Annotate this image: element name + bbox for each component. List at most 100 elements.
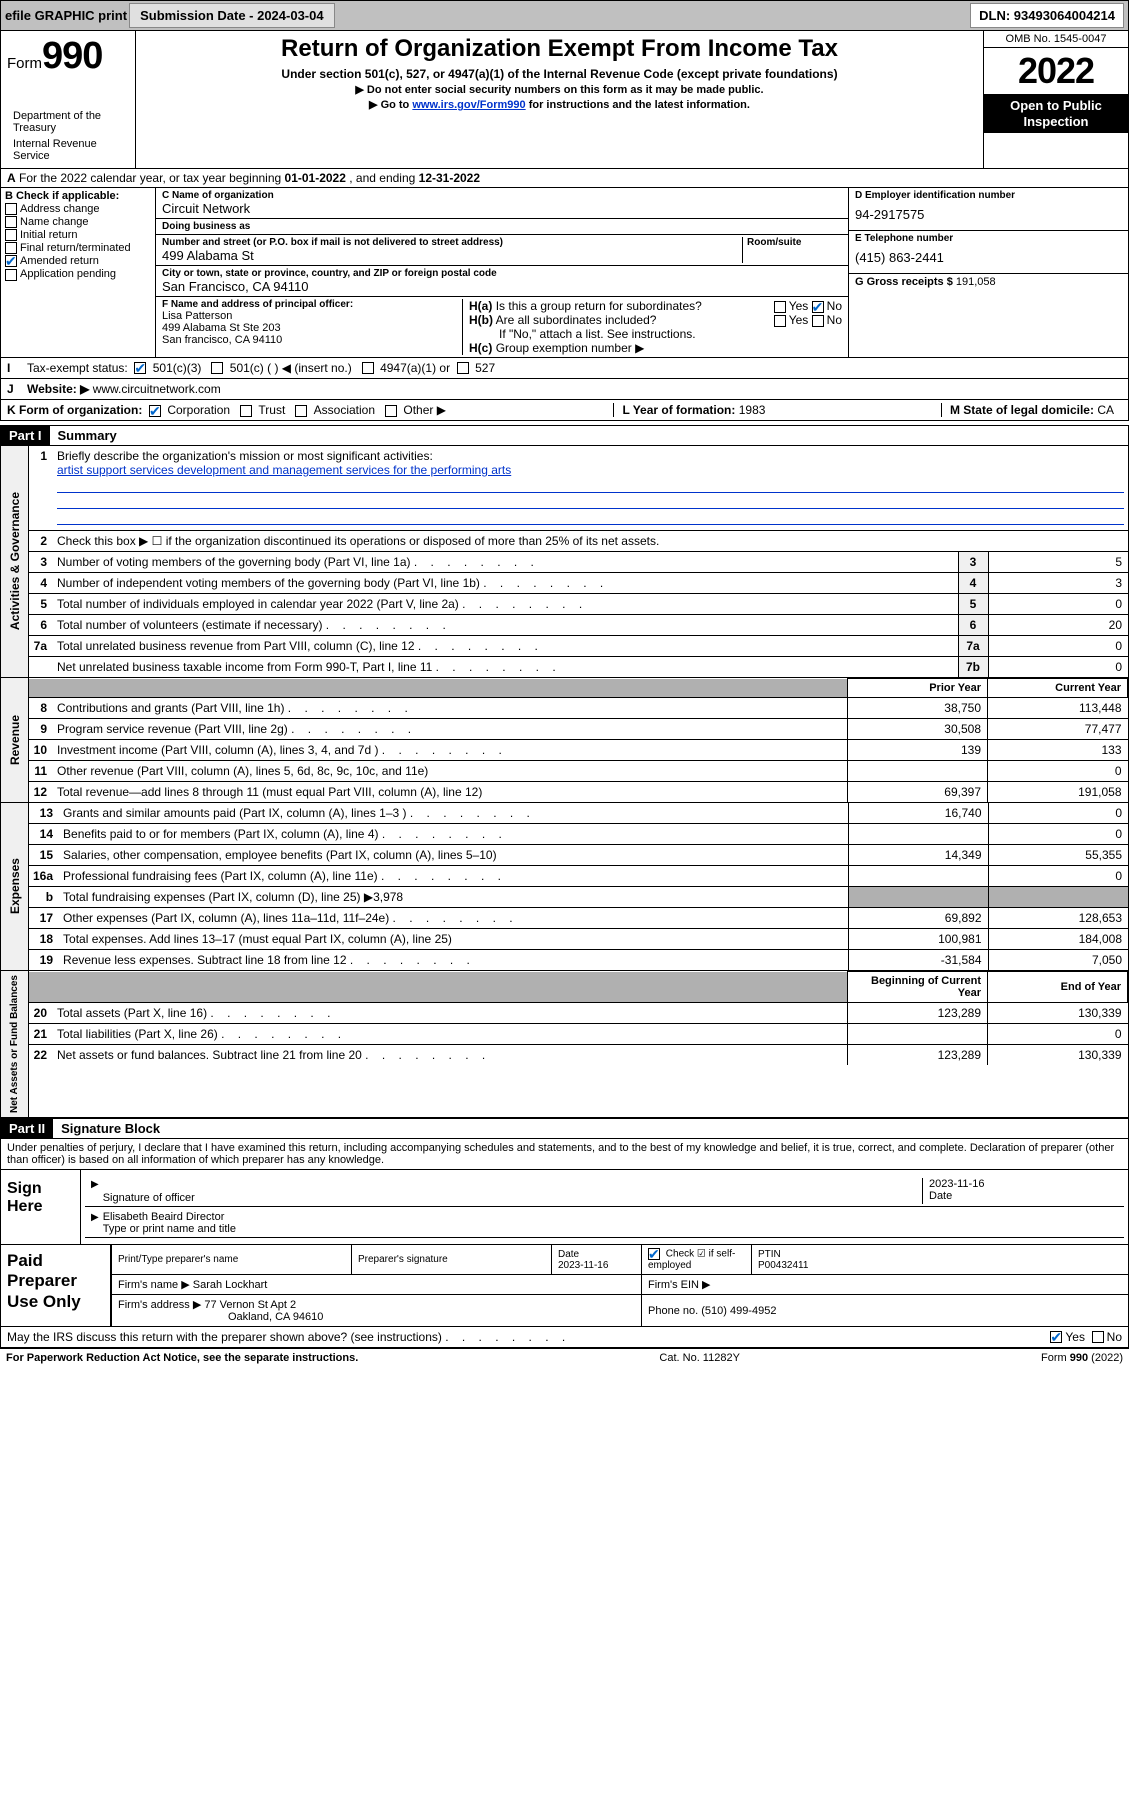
dln-field: DLN: 93493064004214	[970, 3, 1124, 28]
submission-date-button[interactable]: Submission Date - 2024-03-04	[129, 3, 335, 28]
firm-name: Sarah Lockhart	[193, 1279, 268, 1291]
expenses-section: Expenses 13Grants and similar amounts pa…	[0, 803, 1129, 971]
sign-here-block: Sign Here Signature of officer 2023-11-1…	[0, 1169, 1129, 1245]
chk-other[interactable]	[385, 405, 397, 417]
website-value: www.circuitnetwork.com	[93, 382, 221, 396]
row-i: I Tax-exempt status: 501(c)(3) 501(c) ( …	[0, 358, 1129, 379]
chk-name-change[interactable]: Name change	[5, 216, 151, 228]
prep-phone: (510) 499-4952	[701, 1305, 776, 1317]
h-b: H(b) Are all subordinates included? Yes …	[469, 313, 842, 327]
officer-addr1: 499 Alabama St Ste 203	[162, 322, 462, 334]
table-row: 5Total number of individuals employed in…	[29, 594, 1128, 615]
chk-address-change[interactable]: Address change	[5, 203, 151, 215]
chk-discuss-no[interactable]	[1092, 1331, 1104, 1343]
subtitle-3: ▶ Go to www.irs.gov/Form990 for instruct…	[144, 98, 975, 111]
row-j: J Website: ▶ www.circuitnetwork.com	[0, 379, 1129, 400]
room-label: Room/suite	[747, 237, 842, 248]
chk-self-employed[interactable]	[648, 1248, 660, 1260]
sign-here-label: Sign Here	[1, 1170, 81, 1244]
table-row: 21Total liabilities (Part X, line 26)0	[29, 1024, 1128, 1045]
governance-section: Activities & Governance 1 Briefly descri…	[0, 446, 1129, 678]
f-label: F Name and address of principal officer:	[162, 299, 462, 310]
table-row: 15Salaries, other compensation, employee…	[29, 845, 1128, 866]
row-a-tax-year: A For the 2022 calendar year, or tax yea…	[0, 168, 1129, 188]
chk-4947[interactable]	[362, 362, 374, 374]
ty-end: 12-31-2022	[419, 171, 480, 185]
signature-label: Signature of officer	[103, 1192, 195, 1204]
mission-text: artist support services development and …	[57, 463, 511, 477]
street-value: 499 Alabama St	[162, 248, 742, 263]
chk-trust[interactable]	[240, 405, 252, 417]
chk-discuss-yes[interactable]	[1050, 1331, 1062, 1343]
b-header: B Check if applicable:	[5, 190, 119, 202]
chk-501c3[interactable]	[134, 362, 146, 374]
table-row: 9Program service revenue (Part VIII, lin…	[29, 719, 1128, 740]
net-sidelabel: Net Assets or Fund Balances	[7, 971, 22, 1117]
e-phone-label: E Telephone number	[855, 233, 1122, 244]
form-title: Return of Organization Exempt From Incom…	[144, 35, 975, 63]
year-formation: 1983	[739, 403, 766, 417]
discuss-question: May the IRS discuss this return with the…	[7, 1330, 442, 1344]
g-gross-label: G Gross receipts $	[855, 276, 953, 288]
form-990-num: 990	[42, 35, 102, 77]
officer-signed-name: Elisabeth Beaird Director	[103, 1211, 225, 1223]
table-row: 13Grants and similar amounts paid (Part …	[29, 803, 1128, 824]
org-name: Circuit Network	[162, 201, 842, 216]
table-row: 17Other expenses (Part IX, column (A), l…	[29, 908, 1128, 929]
subtitle-2: ▶ Do not enter social security numbers o…	[144, 83, 975, 96]
firm-addr2: Oakland, CA 94610	[118, 1311, 323, 1323]
cat-no: Cat. No. 11282Y	[659, 1352, 740, 1364]
table-row: Net unrelated business taxable income fr…	[29, 657, 1128, 678]
form-ref: Form 990 (2022)	[1041, 1352, 1123, 1364]
table-row: bTotal fundraising expenses (Part IX, co…	[29, 887, 1128, 908]
chk-501c[interactable]	[211, 362, 223, 374]
h-c: H(c) Group exemption number ▶	[469, 341, 842, 355]
phone-value: (415) 863-2441	[855, 244, 1122, 271]
table-row: 12Total revenue—add lines 8 through 11 (…	[29, 782, 1128, 803]
line2-text: Check this box ▶ ☐ if the organization d…	[53, 531, 1128, 552]
efile-label: efile GRAPHIC print	[5, 8, 127, 23]
table-row: 3Number of voting members of the governi…	[29, 552, 1128, 573]
chk-assoc[interactable]	[295, 405, 307, 417]
chk-initial-return[interactable]: Initial return	[5, 229, 151, 241]
prior-year-hdr: Prior Year	[848, 679, 988, 698]
firm-addr-label: Firm's address ▶	[118, 1299, 201, 1311]
phone-label: Phone no.	[648, 1305, 698, 1317]
entity-box: B Check if applicable: Address change Na…	[0, 188, 1129, 358]
table-row: 14Benefits paid to or for members (Part …	[29, 824, 1128, 845]
state-domicile-label: M State of legal domicile:	[950, 403, 1094, 417]
mission-prompt: Briefly describe the organization's miss…	[57, 449, 433, 463]
revenue-section: Revenue Prior YearCurrent Year 8Contribu…	[0, 678, 1129, 803]
table-row: 22Net assets or fund balances. Subtract …	[29, 1045, 1128, 1066]
chk-amended-return[interactable]: Amended return	[5, 255, 151, 267]
dba-label: Doing business as	[162, 221, 842, 232]
table-row: 16aProfessional fundraising fees (Part I…	[29, 866, 1128, 887]
irs-link[interactable]: www.irs.gov/Form990	[412, 99, 525, 111]
name-title-label: Type or print name and title	[103, 1223, 236, 1235]
exp-sidelabel: Expenses	[6, 854, 24, 918]
prep-name-hdr: Print/Type preparer's name	[112, 1245, 352, 1275]
gov-sidelabel: Activities & Governance	[6, 488, 24, 634]
state-domicile: CA	[1097, 403, 1114, 417]
table-row: 8Contributions and grants (Part VIII, li…	[29, 698, 1128, 719]
table-row: 6Total number of volunteers (estimate if…	[29, 615, 1128, 636]
prep-date: 2023-11-16	[558, 1260, 608, 1271]
discuss-row: May the IRS discuss this return with the…	[0, 1327, 1129, 1348]
ein-value: 94-2917575	[855, 201, 1122, 228]
chk-final-return[interactable]: Final return/terminated	[5, 242, 151, 254]
ptin-value: P00432411	[758, 1260, 808, 1271]
arrow-icon	[87, 1211, 103, 1235]
table-row: 19Revenue less expenses. Subtract line 1…	[29, 950, 1128, 971]
part2-label: Part II	[1, 1119, 53, 1138]
table-row: 20Total assets (Part X, line 16)123,2891…	[29, 1003, 1128, 1024]
chk-application-pending[interactable]: Application pending	[5, 268, 151, 280]
part2-header: Part II Signature Block	[0, 1118, 1129, 1139]
omb-number: OMB No. 1545-0047	[984, 31, 1128, 48]
chk-corp[interactable]	[149, 405, 161, 417]
table-row: 18Total expenses. Add lines 13–17 (must …	[29, 929, 1128, 950]
form-header: Form990 Department of the Treasury Inter…	[0, 31, 1129, 168]
sign-date-label: Date	[929, 1190, 952, 1202]
chk-527[interactable]	[457, 362, 469, 374]
h-b-note: If "No," attach a list. See instructions…	[469, 327, 842, 341]
prep-sig-hdr: Preparer's signature	[352, 1245, 552, 1275]
